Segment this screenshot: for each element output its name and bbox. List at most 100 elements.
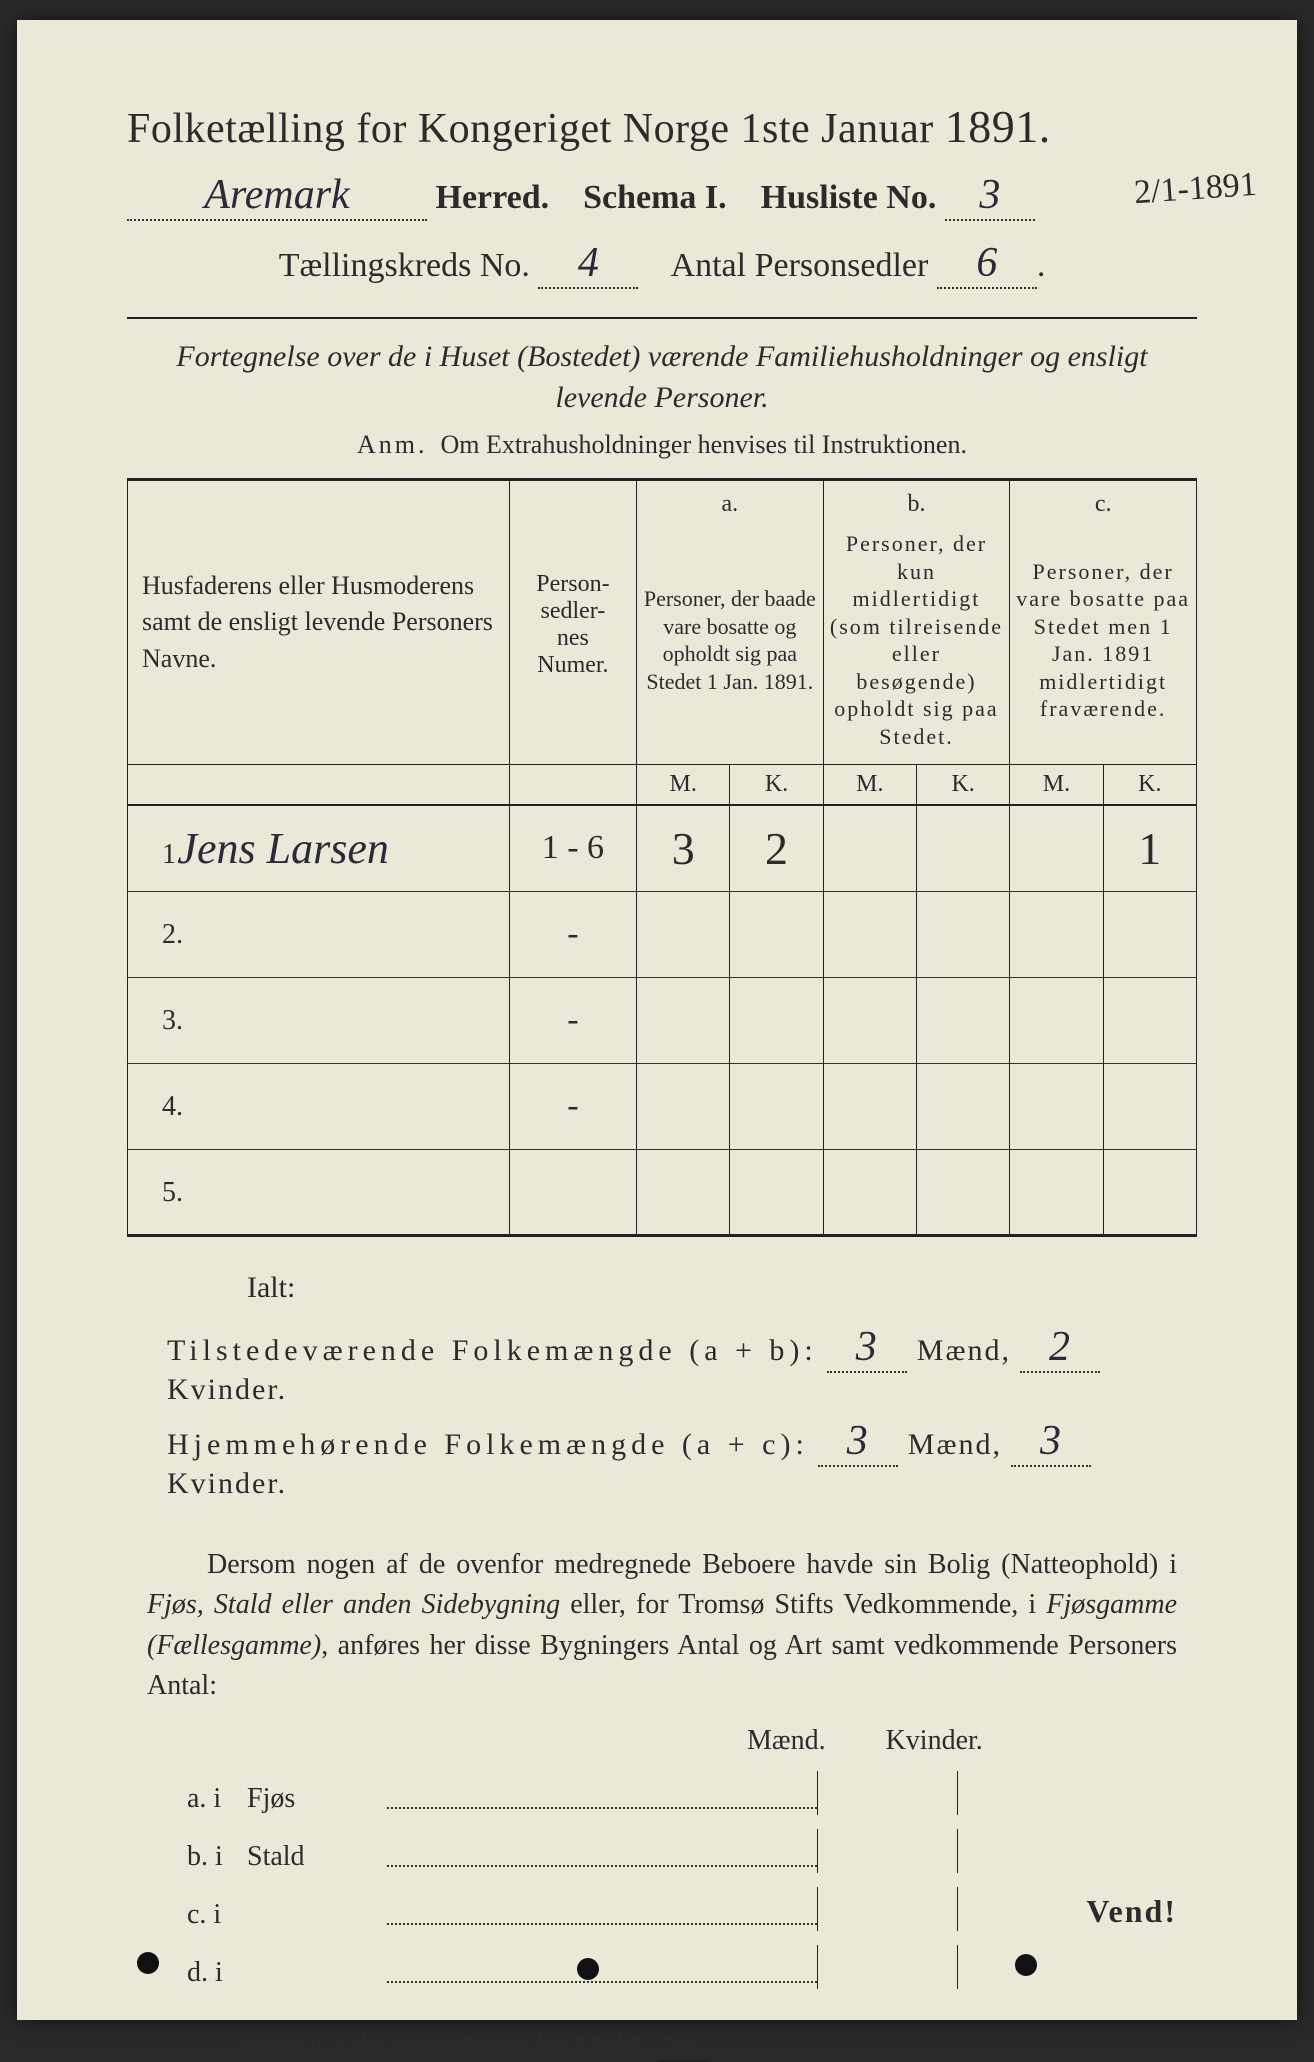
binder-hole [1015,1954,1037,1976]
cell-a-k [730,891,823,977]
subtable-row: a. iFjøs [187,1771,1197,1815]
cell-c-m [1010,891,1103,977]
totals-line-2: Hjemmehørende Folkemængde (a + c): 3 Mæn… [167,1417,1197,1501]
sub-maend-col [817,1945,957,1989]
cell-name: 3. [128,977,510,1063]
th-b-k: K. [916,765,1009,806]
cell-name: 1. Jens Larsen [128,805,510,891]
building-subtable: Mænd. Kvinder. a. iFjøs b. iStald c. i d. i [187,1725,1197,1989]
cell-b-m [823,1063,916,1149]
antal-label: Antal Personsedler [671,247,929,284]
table-row: 4. - [128,1063,1197,1149]
margin-date: 2/1-1891 [1133,166,1258,212]
th-a-k: K. [730,765,823,806]
binder-hole [577,1958,599,1980]
cell-c-k [1103,891,1196,977]
subtable-row: d. i [187,1945,1197,1989]
kreds-value: 4 [578,239,599,287]
explanatory-paragraph: Dersom nogen af de ovenfor medregnede Be… [147,1545,1177,1707]
table-row: 1. Jens Larsen1 - 632 1 [128,805,1197,891]
th-b-tag: b. [823,480,1010,525]
intro-text: Fortegnelse over de i Huset (Bostedet) v… [167,337,1157,418]
anm-label: Anm. [357,430,428,459]
cell-a-m [637,1149,730,1235]
kreds-label: Tællingskreds No. [279,247,530,284]
th-a: Personer, der baade vare bosatte og opho… [637,524,824,765]
cell-a-k [730,1063,823,1149]
cell-name: 4. [128,1063,510,1149]
sub-lab: d. i [187,1957,247,1989]
header-line-3: Tællingskreds No. 4 Antal Personsedler 6… [127,239,1197,289]
dotted-line [387,1919,817,1925]
table-row: 5. [128,1149,1197,1235]
anm-line: Anm. Om Extrahusholdninger henvises til … [127,430,1197,460]
totals-line-1: Tilstedeværende Folkemængde (a + b): 3 M… [167,1323,1197,1407]
cell-c-k [1103,1063,1196,1149]
sub-lab: c. i [187,1899,247,1931]
cell-b-k [916,805,1009,891]
cell-c-k [1103,1149,1196,1235]
totals-block: Ialt: Tilstedeværende Folkemængde (a + b… [127,1271,1197,1501]
title-prefix: Folketælling for Kongeriget Norge 1ste J… [127,106,934,152]
title-year: 1891. [945,101,1051,152]
sub-maend-col [817,1887,957,1931]
cell-b-k [916,1149,1009,1235]
th-a-tag: a. [637,480,824,525]
cell-c-m [1010,1149,1103,1235]
table-row: 2. - [128,891,1197,977]
cell-a-m [637,977,730,1063]
cell-name: 5. [128,1149,510,1235]
anm-text: Om Extrahusholdninger henvises til Instr… [441,430,967,459]
cell-num: - [509,1063,636,1149]
cell-b-m [823,891,916,977]
th-b: Personer, der kun midlertidigt (som tilr… [823,524,1010,765]
sub-kvinder-col [957,1829,1097,1873]
cell-a-k [730,1149,823,1235]
cell-b-m [823,805,916,891]
th-b-m: M. [823,765,916,806]
cell-a-m [637,891,730,977]
binder-hole [137,1952,159,1974]
husliste-value: 3 [979,171,1000,219]
schema-label: Schema I. [583,179,727,216]
cell-c-m [1010,1063,1103,1149]
subtable-row: b. iStald [187,1829,1197,1873]
husliste-label: Husliste No. [761,179,937,216]
cell-a-m [637,1063,730,1149]
nei-word: Nei. [658,2029,709,2062]
header-line-2: Aremark Herred. Schema I. Husliste No. 3 [127,171,1197,221]
census-form-page: Folketælling for Kongeriget Norge 1ste J… [17,20,1297,2020]
cell-c-m [1010,805,1103,891]
cell-b-k [916,977,1009,1063]
th-c-tag: c. [1010,480,1197,525]
cell-num [509,1149,636,1235]
census-table: Husfaderens eller Husmoderens samt de en… [127,478,1197,1237]
cell-b-m [823,977,916,1063]
subtable-head: Mænd. Kvinder. [747,1725,1197,1757]
divider [127,317,1197,319]
vend-label: Vend! [1086,1893,1177,1930]
cell-c-k: 1 [1103,805,1196,891]
sub-kind: Fjøs [247,1783,387,1815]
table-row: 3. - [128,977,1197,1063]
cell-a-k: 2 [730,805,823,891]
page-title: Folketælling for Kongeriget Norge 1ste J… [127,100,1197,153]
th-c-k: K. [1103,765,1196,806]
cell-b-m [823,1149,916,1235]
cell-num: - [509,891,636,977]
antal-value: 6 [976,239,997,287]
subtable-row: c. i [187,1887,1197,1931]
cell-a-m: 3 [637,805,730,891]
ialt-label: Ialt: [247,1271,1197,1305]
cell-num: 1 - 6 [509,805,636,891]
sub-maend-col [817,1771,957,1815]
nei-line: I modsat Fald understreges her Ordet: Ne… [227,2029,1197,2061]
cell-name: 2. [128,891,510,977]
th-a-m: M. [637,765,730,806]
sub-kvinder-col [957,1887,1097,1931]
sub-kind: Stald [247,1841,387,1873]
dotted-line [387,1977,817,1983]
herred-value: Aremark [204,171,349,219]
th-num: Person- sedler- nes Numer. [509,480,636,765]
dotted-line [387,1861,817,1867]
